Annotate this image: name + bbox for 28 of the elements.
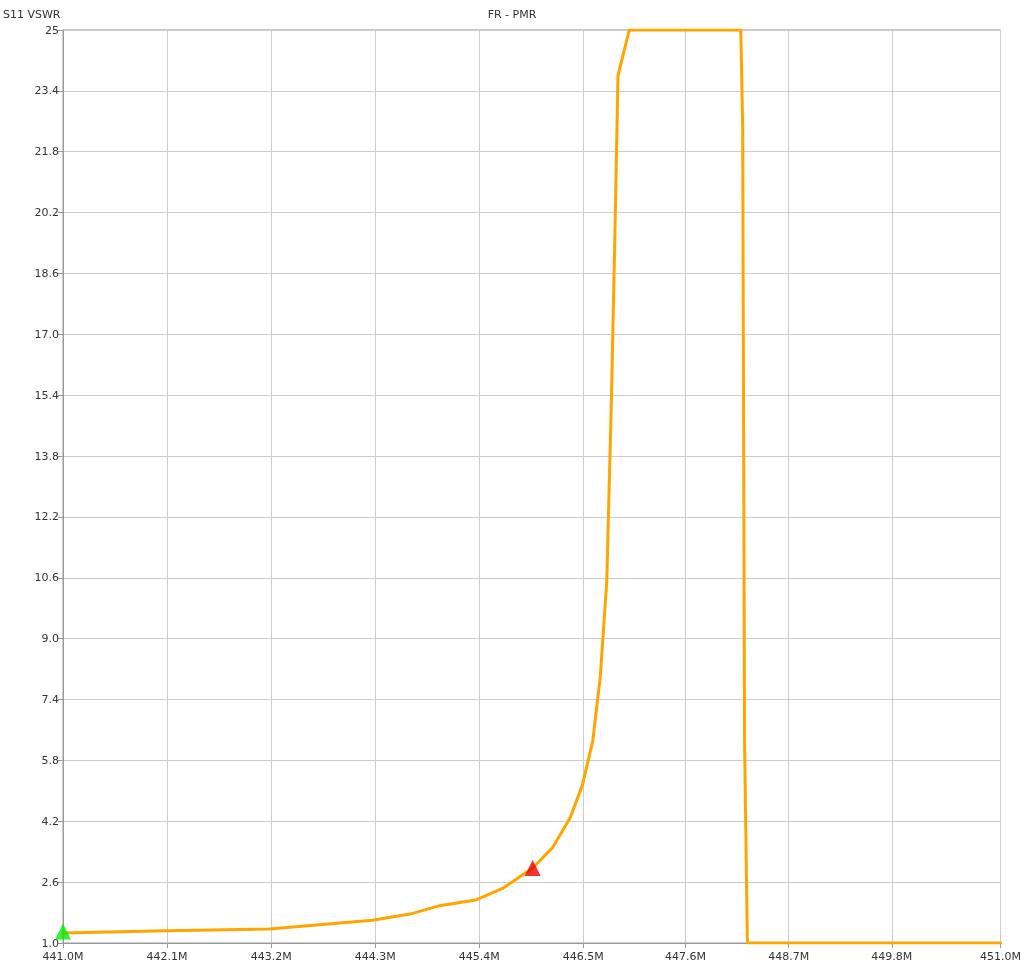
y-tick-label: 23.4: [34, 84, 59, 98]
x-tick-label: 451.0M: [980, 950, 1021, 963]
x-tick-label: 442.1M: [146, 950, 188, 963]
y-axis-title: S11 VSWR: [3, 8, 61, 21]
y-tick-label: 15.4: [34, 388, 59, 402]
x-tick-label: 443.2M: [250, 950, 292, 963]
y-tick-label: 5.8: [41, 753, 59, 767]
x-tick-label: 444.3M: [354, 950, 396, 963]
y-tick-label: 25: [45, 23, 59, 37]
x-tick-label: 445.4M: [458, 950, 500, 963]
y-tick-label: 17.0: [34, 327, 59, 341]
x-tick-label: 448.7M: [768, 950, 810, 963]
y-tick-label: 1.0: [41, 936, 59, 950]
x-tick-label: 447.6M: [665, 950, 706, 963]
y-tick-label: 13.8: [34, 449, 59, 463]
y-tick-label: 12.2: [34, 510, 59, 524]
y-tick-label: 9.0: [41, 632, 59, 646]
x-tick-label: 446.5M: [562, 950, 604, 963]
y-tick-label: 21.8: [34, 145, 59, 159]
y-tick-label: 2.6: [41, 875, 59, 889]
y-tick-label: 10.6: [34, 571, 59, 585]
y-tick-label: 7.4: [41, 693, 59, 707]
x-tick-label: 449.8M: [871, 950, 913, 963]
x-tick-label: 441.0M: [42, 950, 84, 963]
y-tick-label: 4.2: [41, 814, 59, 828]
y-tick-label: 18.6: [34, 266, 59, 280]
y-tick-label: 20.2: [34, 206, 59, 220]
chart-title: FR - PMR: [487, 8, 537, 21]
